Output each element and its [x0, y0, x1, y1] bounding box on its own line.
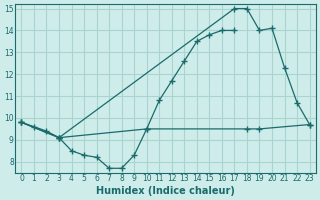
X-axis label: Humidex (Indice chaleur): Humidex (Indice chaleur) [96, 186, 235, 196]
